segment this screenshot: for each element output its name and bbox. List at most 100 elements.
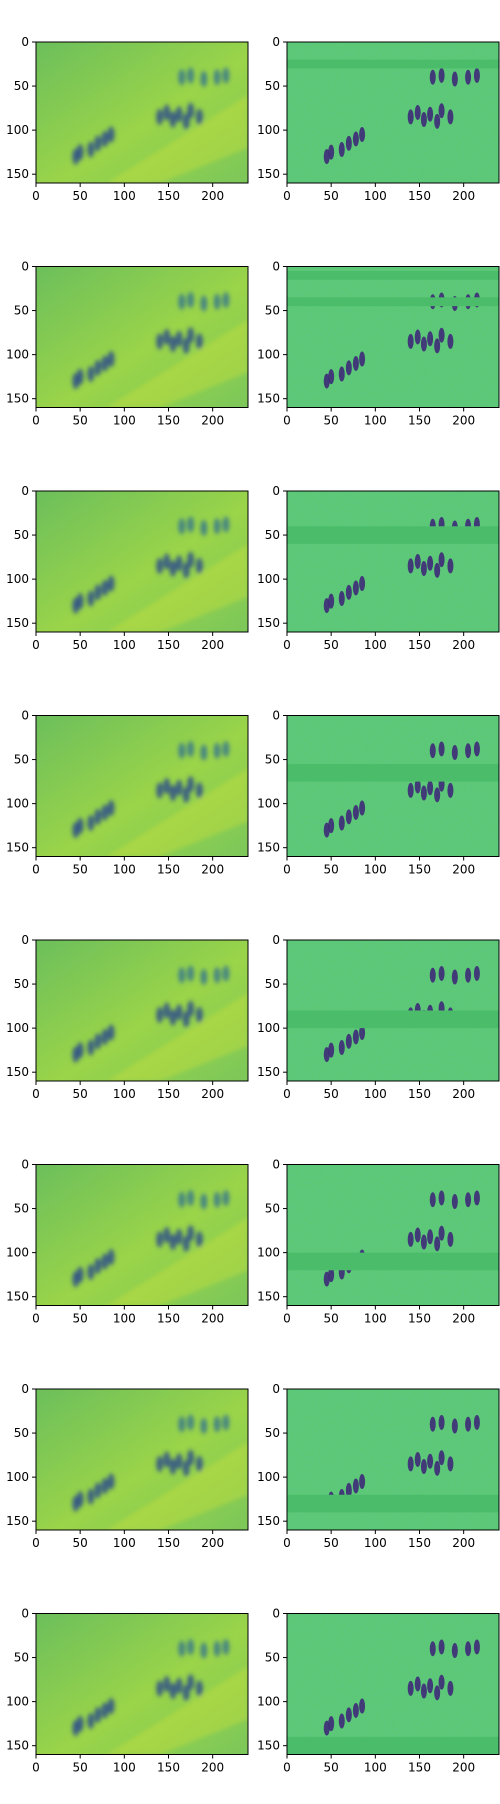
panel-r5-c2: 0 50 100 150 200 0 50 100 150 xyxy=(257,933,500,1101)
y-tick-label: 50 xyxy=(265,528,280,542)
x-tick-label: 50 xyxy=(324,1761,339,1775)
y-tick-label: 100 xyxy=(6,797,29,811)
x-tick-label: 200 xyxy=(452,1761,475,1775)
x-tick-label: 150 xyxy=(157,863,180,877)
panel-r8-c1: 0 50 100 150 200 0 50 100 150 xyxy=(6,1607,249,1775)
masked-band xyxy=(287,763,499,782)
y-tick-label: 0 xyxy=(272,484,280,498)
x-tick-label: 150 xyxy=(408,638,431,652)
x-tick-label: 200 xyxy=(201,1312,224,1326)
y-tick-label: 100 xyxy=(6,1470,29,1484)
x-tick-label: 50 xyxy=(73,638,88,652)
y-tick-label: 100 xyxy=(6,1246,29,1260)
x-tick-label: 200 xyxy=(452,1312,475,1326)
panel-r6-c1: 0 50 100 150 200 0 50 100 150 xyxy=(6,1158,249,1326)
masked-band xyxy=(287,1494,499,1513)
x-tick-label: 0 xyxy=(283,414,291,428)
x-tick-label: 50 xyxy=(73,863,88,877)
panel-r1-c2: 0 50 100 150 200 0 50 100 150 xyxy=(257,35,500,203)
panel-r2-c2: 0 50 100 150 200 0 50 100 150 xyxy=(257,260,500,428)
y-tick-label: 100 xyxy=(257,1246,280,1260)
panel-r8-c2: 0 50 100 150 200 0 50 100 150 xyxy=(257,1607,500,1775)
x-tick-label: 50 xyxy=(324,189,339,203)
y-tick-label: 100 xyxy=(257,348,280,362)
x-tick-label: 150 xyxy=(157,638,180,652)
x-tick-label: 150 xyxy=(157,1761,180,1775)
panel-r7-c1: 0 50 100 150 200 0 50 100 150 xyxy=(6,1382,249,1550)
x-tick-label: 150 xyxy=(157,1536,180,1550)
x-tick-label: 100 xyxy=(364,1087,387,1101)
y-tick-label: 0 xyxy=(21,1382,29,1396)
x-tick-label: 150 xyxy=(408,189,431,203)
x-tick-label: 0 xyxy=(32,863,40,877)
y-tick-label: 150 xyxy=(257,1514,280,1528)
y-tick-label: 100 xyxy=(257,797,280,811)
y-tick-label: 0 xyxy=(272,1382,280,1396)
x-tick-label: 150 xyxy=(157,1087,180,1101)
y-tick-label: 50 xyxy=(265,79,280,93)
x-tick-label: 150 xyxy=(157,189,180,203)
y-tick-label: 150 xyxy=(257,1739,280,1753)
y-tick-label: 0 xyxy=(21,933,29,947)
y-tick-label: 50 xyxy=(14,304,29,318)
x-tick-label: 100 xyxy=(364,1312,387,1326)
y-tick-label: 100 xyxy=(257,123,280,137)
x-tick-label: 0 xyxy=(32,1312,40,1326)
x-tick-label: 0 xyxy=(283,1312,291,1326)
x-tick-label: 200 xyxy=(452,863,475,877)
x-tick-label: 100 xyxy=(113,189,136,203)
y-tick-label: 150 xyxy=(6,616,29,630)
x-tick-label: 0 xyxy=(32,638,40,652)
y-tick-label: 0 xyxy=(21,1607,29,1621)
y-tick-label: 150 xyxy=(257,1065,280,1079)
masked-band xyxy=(287,1736,499,1755)
y-tick-label: 50 xyxy=(265,977,280,991)
x-tick-label: 100 xyxy=(113,1087,136,1101)
masked-band xyxy=(287,59,499,69)
x-tick-label: 50 xyxy=(324,1536,339,1550)
x-tick-label: 50 xyxy=(324,1312,339,1326)
x-tick-label: 0 xyxy=(32,1536,40,1550)
x-tick-label: 50 xyxy=(73,1087,88,1101)
x-tick-label: 100 xyxy=(364,1536,387,1550)
x-tick-label: 0 xyxy=(283,638,291,652)
x-tick-label: 0 xyxy=(32,189,40,203)
masked-band xyxy=(287,297,499,307)
y-tick-label: 50 xyxy=(265,1651,280,1665)
x-tick-label: 50 xyxy=(73,1312,88,1326)
x-tick-label: 200 xyxy=(201,1536,224,1550)
x-tick-label: 200 xyxy=(201,1761,224,1775)
x-tick-label: 50 xyxy=(73,414,88,428)
y-tick-label: 0 xyxy=(21,709,29,723)
y-tick-label: 100 xyxy=(257,1021,280,1035)
x-tick-label: 100 xyxy=(113,863,136,877)
x-tick-label: 100 xyxy=(364,189,387,203)
y-tick-label: 0 xyxy=(21,484,29,498)
panel-r4-c1: 0 50 100 150 200 0 50 100 150 xyxy=(6,709,249,877)
panel-r5-c1: 0 50 100 150 200 0 50 100 150 xyxy=(6,933,249,1101)
panel-r1-c1: 0 50 100 150 200 0 50 100 150 xyxy=(6,35,249,203)
y-tick-label: 50 xyxy=(14,528,29,542)
y-tick-label: 150 xyxy=(6,1739,29,1753)
y-tick-label: 150 xyxy=(6,1514,29,1528)
y-tick-label: 150 xyxy=(257,167,280,181)
y-tick-label: 100 xyxy=(6,1021,29,1035)
x-tick-label: 200 xyxy=(201,189,224,203)
x-tick-label: 0 xyxy=(283,863,291,877)
x-tick-label: 150 xyxy=(408,863,431,877)
y-tick-label: 100 xyxy=(6,348,29,362)
x-tick-label: 50 xyxy=(73,189,88,203)
y-tick-label: 50 xyxy=(265,1426,280,1440)
x-tick-label: 100 xyxy=(113,1761,136,1775)
x-tick-label: 50 xyxy=(324,863,339,877)
x-tick-label: 100 xyxy=(113,414,136,428)
y-tick-label: 50 xyxy=(14,977,29,991)
x-tick-label: 0 xyxy=(32,414,40,428)
x-tick-label: 200 xyxy=(201,1087,224,1101)
x-tick-label: 100 xyxy=(113,1536,136,1550)
y-tick-label: 100 xyxy=(6,1695,29,1709)
x-tick-label: 150 xyxy=(408,1087,431,1101)
y-tick-label: 50 xyxy=(265,753,280,767)
x-tick-label: 150 xyxy=(157,1312,180,1326)
